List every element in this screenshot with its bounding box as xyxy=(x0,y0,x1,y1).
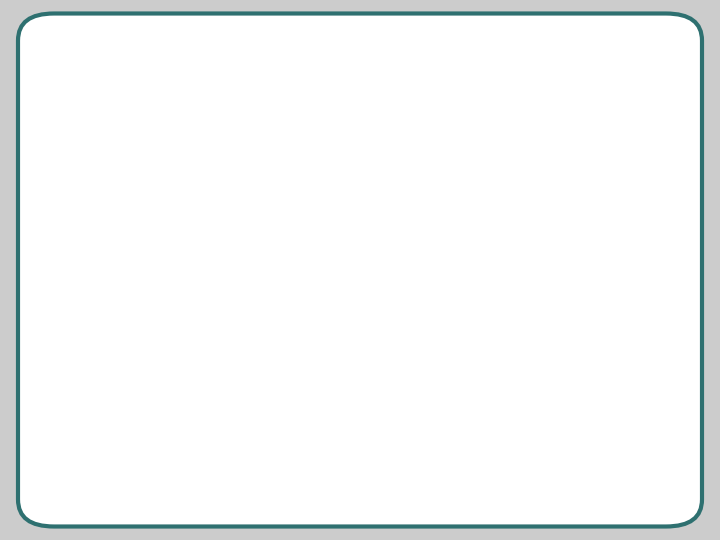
Bar xyxy=(322,325,631,451)
Text: /* strcat: прилепя t към края на s;
 в трябва да е достатъчно голям */
void strc: /* strcat: прилепя t към края на s; в тр… xyxy=(326,328,608,482)
Text: PL- Lectures: PL- Lectures xyxy=(327,456,411,470)
Bar xyxy=(107,321,341,439)
Text: 55: 55 xyxy=(567,456,584,470)
Text: /* squeeze: изтрива всички символи с от s */
void squeeze(char s[], int c)
{
int: /* squeeze: изтрива всички символи с от … xyxy=(111,324,369,463)
Text: D. Gotseva: D. Gotseva xyxy=(124,456,201,470)
Text: For instance, consider the function
squeeze(s,c), which removes all occurrences
: For instance, consider the function sque… xyxy=(143,208,563,307)
Text: Increment and Decrement
Operators: Increment and Decrement Operators xyxy=(132,100,521,156)
